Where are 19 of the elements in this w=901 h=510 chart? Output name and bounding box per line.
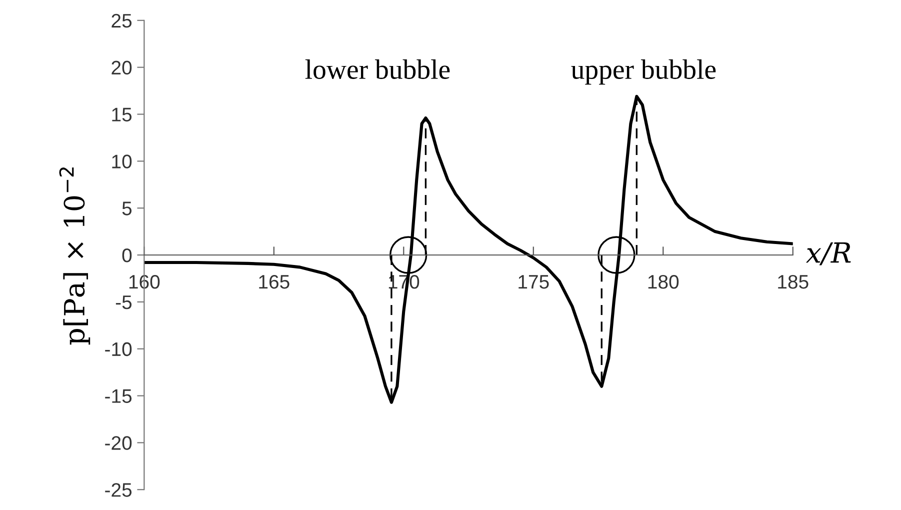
y-tick-label: 5 (122, 202, 132, 216)
y-axis-title: p[Pa] × 10$^{−2}$ (59, 167, 90, 345)
y-tick-label: 10 (112, 154, 132, 168)
y-tick-label: -5 (116, 296, 132, 310)
y-tick-label: 15 (112, 108, 132, 122)
x-tick-label: 175 (518, 275, 549, 289)
x-axis-title: x/R (806, 242, 851, 266)
x-tick-label: 180 (648, 274, 679, 289)
y-tick-label: -15 (105, 389, 132, 403)
y-tick-label: -20 (105, 436, 132, 450)
y-tick-label: 0 (122, 248, 132, 262)
y-tick-label: 25 (112, 14, 132, 28)
x-tick-label: 165 (259, 274, 290, 289)
y-tick-label: 20 (112, 60, 132, 75)
annotation: lower bubble (305, 59, 450, 79)
annotation: upper bubble (571, 59, 716, 85)
x-tick-label: 185 (778, 274, 808, 289)
y-tick-label: -10 (105, 342, 132, 356)
y-tick-label: -25 (105, 483, 132, 497)
